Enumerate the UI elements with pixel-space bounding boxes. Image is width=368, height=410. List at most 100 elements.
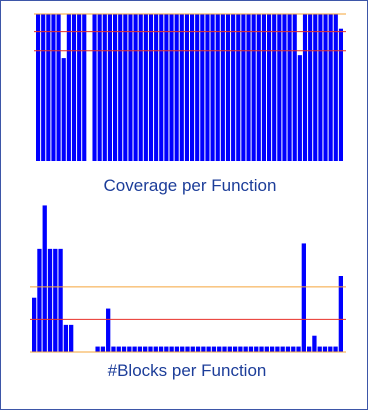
blocks-bar <box>32 297 37 352</box>
coverage-bar <box>82 14 87 161</box>
coverage-bar <box>56 14 61 161</box>
blocks-bar <box>306 346 312 352</box>
coverage-bar <box>184 14 189 161</box>
coverage-bar <box>123 14 128 161</box>
blocks-bar <box>301 243 306 352</box>
coverage-bar <box>277 14 282 161</box>
blocks-bar <box>106 308 111 352</box>
coverage-bar <box>77 14 82 161</box>
blocks-bar <box>291 346 296 352</box>
coverage-bar <box>164 14 169 161</box>
coverage-bar <box>267 14 272 161</box>
coverage-bar <box>174 14 179 161</box>
blocks-bar <box>259 346 264 352</box>
blocks-bar <box>322 346 328 352</box>
coverage-bar <box>297 55 302 161</box>
blocks-bar <box>328 346 333 352</box>
coverage-caption: Coverage per Function <box>104 176 277 195</box>
blocks-bar <box>158 346 164 352</box>
blocks-bar <box>285 346 291 352</box>
coverage-bar <box>231 14 236 161</box>
coverage-bar <box>154 14 159 161</box>
coverage-bar <box>246 14 251 161</box>
blocks-caption: #Blocks per Function <box>108 361 267 380</box>
coverage-bar <box>272 14 277 161</box>
blocks-bar <box>201 346 206 352</box>
blocks-bar <box>227 346 232 352</box>
blocks-bar <box>121 346 127 352</box>
blocks-bar <box>63 324 69 352</box>
coverage-chart <box>34 13 346 162</box>
coverage-bar <box>195 14 200 161</box>
coverage-bar <box>92 14 97 161</box>
blocks-bar <box>100 346 106 352</box>
blocks-bar <box>243 346 248 352</box>
blocks-bar <box>275 346 280 352</box>
coverage-bar <box>107 14 112 161</box>
coverage-bar <box>51 14 56 161</box>
coverage-bar <box>251 14 256 161</box>
coverage-bar <box>225 14 231 161</box>
coverage-bar <box>210 14 215 161</box>
blocks-bar <box>206 346 211 352</box>
coverage-bar <box>190 14 195 161</box>
blocks-bar <box>116 346 121 352</box>
blocks-bar <box>42 205 47 352</box>
blocks-bar <box>37 248 42 352</box>
coverage-bar <box>61 58 66 161</box>
blocks-bar <box>254 346 259 352</box>
blocks-bar <box>185 346 190 352</box>
coverage-bar <box>323 14 328 161</box>
blocks-bar <box>127 346 132 352</box>
blocks-bar <box>238 346 243 352</box>
coverage-bar <box>256 14 261 161</box>
coverage-bar <box>287 14 292 161</box>
coverage-bar <box>261 14 266 161</box>
coverage-bar <box>36 14 41 161</box>
coverage-bar <box>179 14 184 161</box>
coverage-bar <box>292 14 297 161</box>
coverage-bar <box>118 14 123 161</box>
blocks-bar <box>195 346 201 352</box>
coverage-bar <box>318 14 323 161</box>
blocks-bar <box>338 276 343 352</box>
coverage-bar <box>308 14 313 161</box>
blocks-bar <box>132 346 137 352</box>
blocks-bar <box>333 346 338 352</box>
coverage-bar <box>113 14 118 161</box>
blocks-bar <box>217 346 222 352</box>
blocks-chart <box>30 205 346 353</box>
coverage-bar <box>313 14 318 161</box>
coverage-bar <box>215 14 220 161</box>
blocks-bar <box>111 346 116 352</box>
blocks-bar <box>269 346 275 352</box>
coverage-bar <box>236 14 241 161</box>
blocks-bar <box>95 346 100 352</box>
blocks-bar <box>280 346 285 352</box>
blocks-bar <box>137 346 143 352</box>
blocks-bar <box>232 346 238 352</box>
coverage-bar <box>159 14 164 161</box>
coverage-bar <box>46 14 51 161</box>
blocks-bar <box>58 248 63 352</box>
blocks-bar <box>174 346 180 352</box>
blocks-bar <box>148 346 153 352</box>
coverage-bar <box>41 14 46 161</box>
coverage-bar <box>205 14 210 161</box>
coverage-bar <box>200 14 205 161</box>
blocks-bar <box>312 335 317 352</box>
coverage-bar <box>71 14 77 161</box>
blocks-bar <box>180 346 185 352</box>
blocks-bar <box>169 346 174 352</box>
blocks-bar <box>69 324 74 352</box>
coverage-bar <box>169 14 174 161</box>
blocks-bar <box>317 346 322 352</box>
blocks-bar <box>153 346 158 352</box>
coverage-bar <box>97 14 102 161</box>
coverage-bar <box>333 14 338 161</box>
blocks-bar <box>264 346 269 352</box>
coverage-bar <box>128 14 133 161</box>
blocks-bar <box>211 346 217 352</box>
coverage-bar <box>138 14 143 161</box>
